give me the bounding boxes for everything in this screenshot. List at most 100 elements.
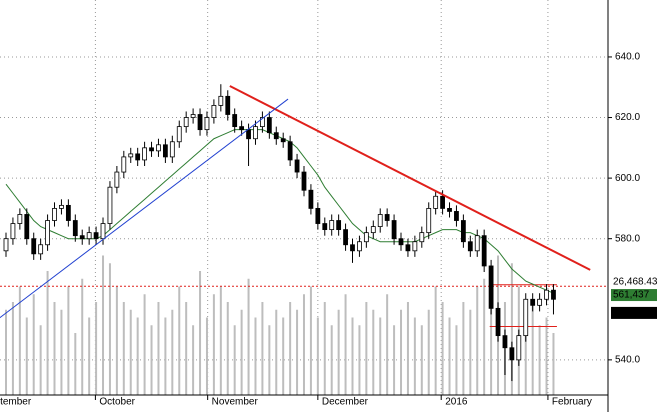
candle-body xyxy=(107,186,113,224)
candle-body xyxy=(426,208,432,234)
volume-bar xyxy=(115,286,118,395)
candle-body xyxy=(370,226,376,234)
volume-bar xyxy=(282,317,285,395)
volume-bar xyxy=(510,263,513,395)
x-tick-label: February xyxy=(552,397,592,408)
volume-bar xyxy=(240,309,243,395)
candle-body xyxy=(79,235,85,240)
volume-bar xyxy=(469,309,472,395)
volume-bar xyxy=(448,317,451,395)
candle-body xyxy=(266,117,272,134)
trendline xyxy=(229,85,591,271)
candle-body xyxy=(384,214,390,221)
candle-body xyxy=(467,241,473,252)
volume-bar xyxy=(212,294,215,395)
candle-body xyxy=(329,220,335,231)
candle-body xyxy=(59,204,64,209)
volume-bar xyxy=(545,317,548,395)
volume-bar xyxy=(247,278,250,395)
y-tick-label: 640.0 xyxy=(615,52,640,63)
candle-body xyxy=(343,229,348,246)
volume-bar xyxy=(441,302,444,395)
volume-bar xyxy=(25,317,28,395)
candle-body xyxy=(218,95,224,106)
candle-body xyxy=(419,232,425,243)
candle-body xyxy=(45,220,50,246)
y-tick-label: 600.0 xyxy=(615,173,640,184)
candle-body xyxy=(149,147,154,152)
volume-bar xyxy=(157,302,160,395)
volume-bar xyxy=(531,302,534,395)
volume-bar xyxy=(393,325,396,395)
trendline xyxy=(0,98,289,319)
volume-bar xyxy=(11,302,14,395)
candle-body xyxy=(114,171,120,188)
candle-body xyxy=(72,220,78,237)
candle-body xyxy=(377,214,383,227)
volume-bar xyxy=(351,317,354,395)
volume-bar xyxy=(102,255,105,395)
candle-body xyxy=(17,214,23,224)
volume-bar xyxy=(413,317,416,395)
volume-bar xyxy=(199,271,202,395)
volume-bar xyxy=(39,325,42,395)
price-label-box xyxy=(611,289,657,302)
candle-body xyxy=(537,298,543,306)
volume-bar xyxy=(74,333,77,395)
price-label-box xyxy=(611,306,657,319)
candle-body xyxy=(100,223,106,240)
volume-bar xyxy=(316,317,319,395)
candle-body xyxy=(38,244,44,255)
volume-bar xyxy=(434,286,437,395)
volume-bar xyxy=(309,286,312,395)
volume-bar xyxy=(53,302,56,395)
volume-bar xyxy=(171,309,174,395)
candle-body xyxy=(398,238,404,246)
volume-bar xyxy=(406,302,409,395)
candle-body xyxy=(176,126,182,143)
volume-bar xyxy=(462,302,465,395)
price-label-box xyxy=(611,276,657,289)
volume-bar xyxy=(95,302,98,395)
candle-body xyxy=(135,153,141,161)
volume-bar xyxy=(261,302,264,395)
volume-bar xyxy=(5,309,7,395)
volume-bar xyxy=(226,302,229,395)
volume-bar xyxy=(136,317,139,395)
candle-body xyxy=(530,298,536,306)
candle-body xyxy=(211,105,217,118)
candle-body xyxy=(301,171,307,191)
volume-bar xyxy=(386,294,389,395)
volume-bar xyxy=(60,309,63,395)
candle-body xyxy=(391,220,397,240)
candle-body xyxy=(516,335,522,361)
y-tick-label: 580.0 xyxy=(615,233,640,244)
volume-bar xyxy=(88,317,91,395)
candle-body xyxy=(10,223,16,240)
volume-bar xyxy=(129,309,132,395)
candle-body xyxy=(156,144,161,152)
volume-bar xyxy=(483,278,486,395)
volume-bar xyxy=(164,317,167,395)
candle-body xyxy=(3,238,9,252)
volume-bar xyxy=(538,325,541,395)
candle-body xyxy=(447,208,452,212)
candle-body xyxy=(197,114,203,131)
candle-body xyxy=(169,141,175,158)
volume-bar xyxy=(233,325,236,395)
candle-body xyxy=(31,238,37,255)
candle-body xyxy=(322,223,328,231)
volume-bar xyxy=(379,317,382,395)
volume-bar xyxy=(365,302,368,395)
candle-body xyxy=(232,114,238,128)
volume-bar xyxy=(289,302,292,395)
candle-body xyxy=(294,159,300,173)
candle-body xyxy=(336,220,342,231)
volume-bar xyxy=(18,286,21,395)
candle-body xyxy=(509,347,515,361)
candle-body xyxy=(253,126,258,140)
candle-body xyxy=(495,307,501,337)
volume-bar xyxy=(46,271,49,395)
candle-body xyxy=(488,265,494,309)
volume-bar xyxy=(400,309,403,395)
